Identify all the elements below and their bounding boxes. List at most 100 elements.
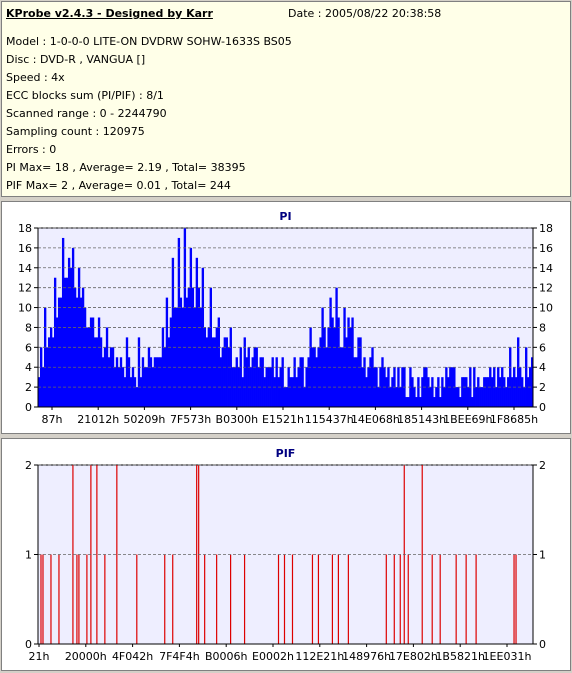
pi-bar: [363, 357, 366, 407]
pi-bar: [437, 377, 440, 407]
y-tick-label-right: 18: [539, 222, 553, 235]
x-tick-label: 21h: [29, 650, 50, 663]
info-scanned-range: Scanned range : 0 - 2244790: [6, 107, 167, 120]
pi-bar: [395, 387, 398, 407]
x-tick-label: E1521h: [262, 413, 304, 426]
y-tick-label-left: 4: [25, 361, 32, 374]
y-tick-label-left: 12: [18, 282, 32, 295]
pi-bar: [175, 307, 179, 407]
pi-bar: [491, 377, 494, 407]
pi-bar: [477, 377, 480, 407]
pi-bar: [161, 327, 165, 407]
pi-bar: [77, 267, 81, 407]
info-pi-summary: PI Max= 18 , Average= 2.19 , Total= 3839…: [6, 161, 246, 174]
pi-bar: [321, 307, 324, 407]
pi-bar: [401, 367, 404, 407]
info-sampling-count: Sampling count : 120975: [6, 125, 145, 138]
pi-bar: [227, 347, 230, 407]
pi-bar: [135, 387, 139, 407]
pi-bar: [199, 307, 203, 407]
pi-bar: [531, 357, 534, 407]
pi-bar: [499, 377, 502, 407]
pi-bar: [223, 337, 226, 407]
pi-bar: [445, 367, 448, 407]
pi-bar: [129, 377, 133, 407]
pi-bar: [40, 347, 43, 407]
y-tick-label-right: 2: [539, 381, 546, 394]
x-tick-label: 1BEE69h: [443, 413, 492, 426]
pif-chart: PIF 0 0 1 1 2 2 21h 20000h 4F042h 7F4F4h B0006h E000…: [25, 447, 546, 663]
pi-bar: [471, 397, 474, 407]
y-tick-label-left: 0: [25, 638, 32, 651]
pi-bar: [177, 237, 181, 407]
y-tick-label-right: 4: [539, 361, 546, 374]
y-tick-label-left: 1: [25, 549, 32, 562]
pi-bar: [217, 317, 220, 407]
pi-bar: [95, 337, 99, 407]
pi-bar: [525, 347, 528, 407]
app-title: KProbe v2.4.3 - Designed by Karr: [6, 7, 213, 20]
pi-bar: [289, 377, 292, 407]
y-tick-label-right: 1: [539, 549, 546, 562]
pi-bar: [191, 287, 195, 407]
pi-bar: [377, 387, 380, 407]
info-disc: Disc : DVD-R , VANGUA []: [6, 53, 146, 66]
pi-bar: [193, 307, 197, 407]
pi-bar: [293, 357, 296, 407]
scan-date: Date : 2005/08/22 20:38:58: [288, 7, 442, 20]
pi-bar: [49, 327, 53, 407]
pi-bar: [261, 357, 264, 407]
pi-bar: [361, 367, 364, 407]
pi-bar: [163, 347, 167, 407]
pi-bar: [255, 347, 258, 407]
pi-bar: [479, 387, 482, 407]
pi-bar: [463, 377, 466, 407]
pi-bar: [451, 367, 454, 407]
pi-bar: [245, 357, 248, 407]
pi-bar: [459, 397, 462, 407]
pi-bar: [67, 257, 71, 407]
pi-bar: [53, 277, 57, 407]
pi-bar: [481, 387, 484, 407]
pi-bar: [389, 387, 392, 407]
pi-bar: [93, 337, 97, 407]
y-tick-label-right: 6: [539, 341, 546, 354]
pi-bar: [441, 377, 444, 407]
info-pif-summary: PIF Max= 2 , Average= 0.01 , Total= 244: [6, 179, 231, 192]
pi-bar: [201, 267, 205, 407]
y-tick-label-left: 18: [18, 222, 32, 235]
pi-bar: [299, 357, 302, 407]
pi-bar: [263, 377, 266, 407]
pi-bar: [139, 377, 143, 407]
x-tick-label: 21012h: [77, 413, 119, 426]
pi-bar: [339, 347, 342, 407]
x-tick-label: 185143h: [397, 413, 446, 426]
pi-bar: [273, 377, 276, 407]
x-tick-label: 1EE031h: [483, 650, 532, 663]
pi-bar: [357, 337, 360, 407]
pi-bar: [59, 297, 63, 407]
pi-bar: [195, 257, 199, 407]
pi-bar: [417, 377, 420, 407]
pi-chart: PI 0 0 2 2 4 4 6 6 8 8 10 10 12 12 14 14 16 16 18 18 87h 21012…: [18, 210, 553, 426]
pi-bar: [461, 377, 464, 407]
pi-bar: [153, 357, 157, 407]
pi-bar: [527, 377, 530, 407]
pi-bar: [205, 337, 209, 407]
pi-bar: [105, 327, 109, 407]
pi-bar: [247, 347, 250, 407]
x-tick-label: 4F042h: [112, 650, 153, 663]
pi-bar: [183, 228, 187, 407]
pi-bar: [291, 377, 294, 407]
x-tick-label: 1F8685h: [490, 413, 538, 426]
pi-bar: [465, 377, 468, 407]
pi-bar: [317, 347, 320, 407]
pi-bar: [169, 317, 173, 407]
x-tick-label: 112E21h: [295, 650, 344, 663]
y-tick-label-left: 2: [25, 381, 32, 394]
pi-bar: [385, 377, 388, 407]
pi-bar: [97, 317, 101, 407]
pi-bar: [443, 387, 446, 407]
x-tick-label: 7F4F4h: [159, 650, 200, 663]
pi-bar: [101, 357, 105, 407]
